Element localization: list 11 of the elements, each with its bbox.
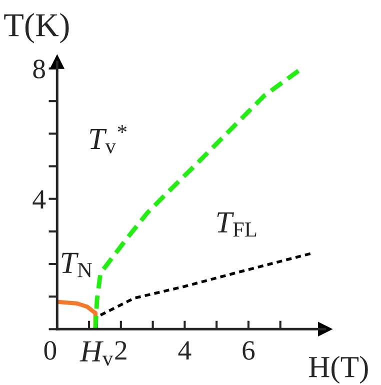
series-label: T$_{v}$$^{*}$ <box>90 125 127 154</box>
x-tick-label: 0 <box>44 341 56 360</box>
x-tick-label: 4 <box>178 341 192 360</box>
x-tick-label: H$_{v}$ <box>80 341 114 366</box>
x-tick-label: 6 <box>242 341 255 360</box>
x-axis-title: H(T) <box>308 356 368 384</box>
y-tick-label: 8 <box>33 60 45 78</box>
series-label: T$_{FL}$ <box>217 212 256 237</box>
series-label: T$_{N}$ <box>62 252 92 278</box>
x-tick-label: 2 <box>115 341 126 360</box>
y-axis-title: T(K) <box>4 13 69 44</box>
